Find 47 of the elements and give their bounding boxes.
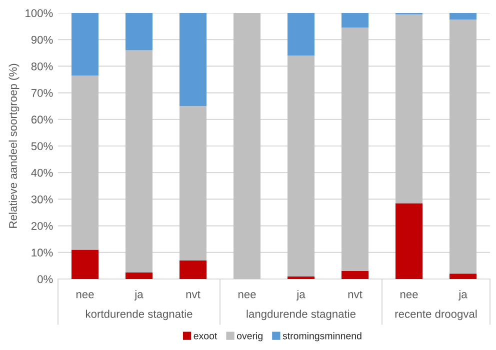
x-tick-label: ja (134, 290, 144, 300)
text: langdurende stagnatie (246, 310, 356, 320)
y-tick-label: 90% (31, 36, 53, 44)
legend-label: stromingsminnend (282, 332, 362, 342)
bar (126, 272, 152, 279)
y-tick-label: 80% (31, 62, 53, 70)
y-tick-label: 20% (31, 222, 53, 230)
y-axis-title: Relatieve aandeel soortgroep (%) (8, 64, 20, 228)
legend-label: exoot (194, 332, 218, 340)
bar (288, 56, 314, 276)
bar (180, 106, 206, 260)
text: recente droogval (395, 310, 477, 320)
bar (72, 13, 98, 76)
x-tick-label: nee (76, 292, 94, 298)
y-tick-label: 10% (32, 248, 53, 257)
bar (396, 203, 422, 279)
bar (72, 76, 98, 250)
bar (180, 260, 206, 279)
x-tick-label: nvt (186, 290, 200, 298)
legend-label: overig (237, 332, 262, 342)
x-tick-label: nee (400, 292, 418, 298)
bar (396, 14, 422, 204)
x-tick-label: ja (458, 290, 468, 300)
text: kortdurende stagnatie (86, 310, 192, 320)
y-tick-label: 0% (38, 275, 53, 284)
x-tick-label: ja (296, 290, 306, 300)
x-tick-label: nee (238, 292, 256, 298)
bar (126, 50, 152, 272)
bar (450, 274, 476, 279)
x-tick-label: nvt (348, 290, 362, 298)
y-tick-label: 70% (31, 89, 53, 97)
y-tick-label: 30% (31, 195, 53, 204)
bar (72, 250, 98, 279)
bar (288, 13, 314, 56)
y-tick-label: 50% (31, 142, 53, 150)
bar (342, 28, 368, 272)
y-tick-label: 100% (26, 9, 53, 18)
bar (342, 13, 368, 28)
bar (234, 13, 260, 279)
y-tick-label: 40% (31, 168, 53, 177)
bar (180, 13, 206, 106)
bar (126, 13, 152, 50)
bar (342, 271, 368, 279)
bar (450, 20, 476, 274)
bar (288, 276, 314, 279)
y-tick-label: 60% (31, 116, 53, 124)
bar (450, 13, 476, 20)
